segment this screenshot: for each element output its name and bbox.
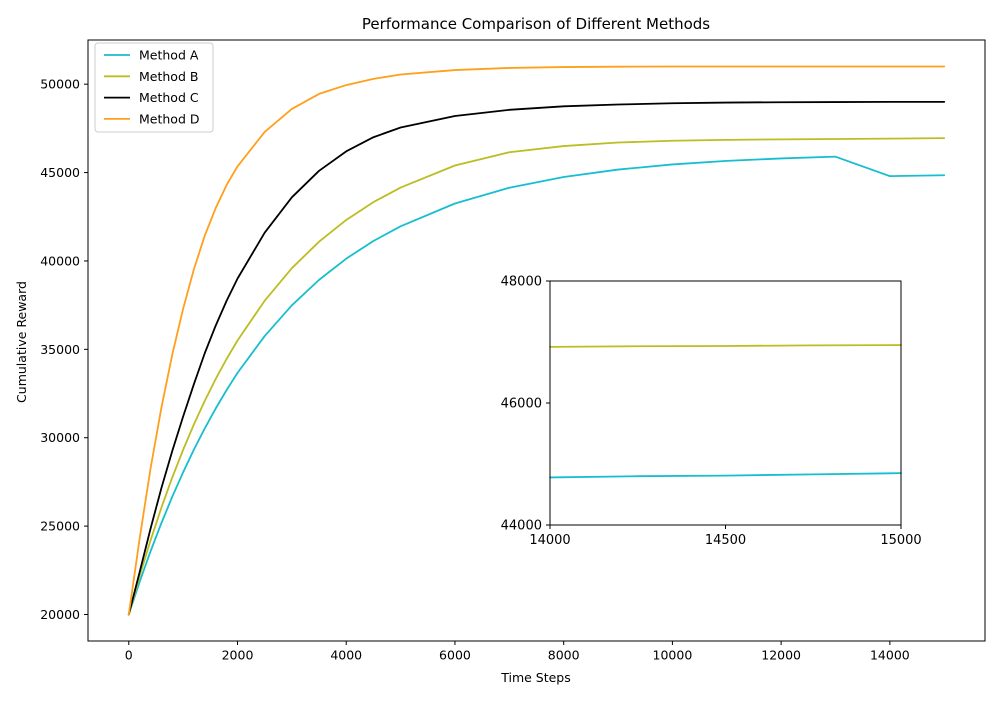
plot-frame <box>87 39 986 642</box>
series-line-method-a <box>549 472 902 479</box>
x-tick-label: 14000 <box>870 648 910 663</box>
legend-label-method-c: Method C <box>139 90 199 105</box>
x-axis-label: Time Steps <box>500 670 571 685</box>
x-tick-label: 10000 <box>653 648 693 663</box>
legend-label-method-b: Method B <box>139 69 198 84</box>
y-tick-label: 48000 <box>501 275 542 290</box>
x-tick-label: 6000 <box>439 648 471 663</box>
series-lines <box>127 65 946 616</box>
legend-box <box>94 42 214 133</box>
x-tick-label: 14000 <box>529 533 570 548</box>
inset-background <box>550 281 901 525</box>
y-tick-label: 46000 <box>501 397 542 412</box>
series-line-method-b <box>127 137 946 616</box>
y-tick-label: 40000 <box>40 253 80 268</box>
x-tick-label: 15000 <box>880 533 921 548</box>
y-tick-label: 30000 <box>40 430 80 445</box>
x-tick-label: 4000 <box>330 648 362 663</box>
legend: Method A Method B Method C Method D <box>94 42 214 133</box>
x-tick-label: 0 <box>125 648 133 663</box>
inset-y-axis-ticks: 44000 46000 48000 <box>501 275 550 534</box>
series-line-method-b <box>549 344 902 348</box>
series-line-method-d <box>127 65 946 616</box>
y-axis-label: Cumulative Reward <box>14 281 29 403</box>
legend-items: Method A Method B Method C Method D <box>104 48 199 126</box>
inset-frame <box>549 280 902 526</box>
main-chart: Performance Comparison of Different Meth… <box>14 15 986 685</box>
x-tick-label: 8000 <box>548 648 580 663</box>
y-tick-label: 44000 <box>501 519 542 534</box>
x-tick-label: 2000 <box>222 648 254 663</box>
y-tick-label: 35000 <box>40 342 80 357</box>
x-axis-ticks: 0 2000 4000 6000 8000 10000 12000 14000 <box>125 641 910 663</box>
y-tick-label: 50000 <box>40 77 80 92</box>
legend-label-method-a: Method A <box>139 48 199 63</box>
x-tick-label: 12000 <box>761 648 801 663</box>
legend-label-method-d: Method D <box>139 111 199 126</box>
series-line-method-c <box>127 100 946 616</box>
chart-title: Performance Comparison of Different Meth… <box>362 15 710 33</box>
inset-x-axis-ticks: 14000 14500 15000 <box>529 525 922 548</box>
y-tick-label: 25000 <box>40 519 80 534</box>
series-line-method-a <box>127 155 946 616</box>
x-tick-label: 14500 <box>705 533 746 548</box>
y-tick-label: 45000 <box>40 165 80 180</box>
inset-chart: 14000 14500 15000 44000 46000 48000 <box>501 275 922 548</box>
y-tick-label: 20000 <box>40 607 80 622</box>
inset-series-lines <box>549 344 902 479</box>
y-axis-ticks: 20000 25000 30000 35000 40000 45000 50000 <box>40 77 88 622</box>
